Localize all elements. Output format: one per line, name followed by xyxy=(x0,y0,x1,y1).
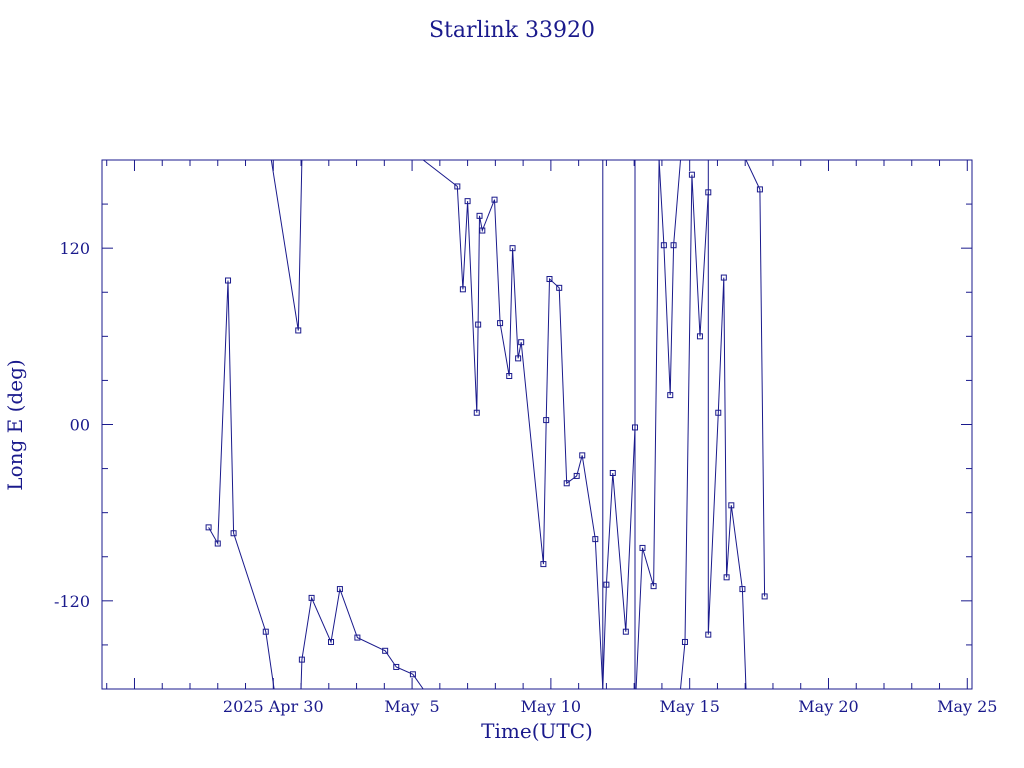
series-line xyxy=(422,160,604,689)
data-point xyxy=(328,638,335,645)
series-line xyxy=(300,587,424,689)
data-point xyxy=(728,502,735,509)
series-line xyxy=(635,160,660,689)
y-axis-label: Long E (deg) xyxy=(3,359,27,490)
data-point xyxy=(464,198,471,205)
data-point xyxy=(214,540,221,547)
data-point xyxy=(515,355,522,362)
data-point xyxy=(540,561,547,568)
data-point xyxy=(681,638,688,645)
x-tick-labels: 2025 Apr 30 May 5 May 10 May 15 May 20 May 25 xyxy=(223,697,998,716)
x-tick-label: May 15 xyxy=(659,697,719,716)
data-point xyxy=(336,586,343,593)
data-point xyxy=(563,480,570,487)
x-tick-label: May 25 xyxy=(937,697,997,716)
data-point xyxy=(543,417,550,424)
data-point xyxy=(454,183,461,190)
data-point xyxy=(506,373,513,380)
series-line xyxy=(208,280,275,689)
data-point xyxy=(639,544,646,551)
plot-frame xyxy=(101,159,973,690)
data-point xyxy=(603,581,610,588)
data-point xyxy=(230,530,237,537)
longitude-series xyxy=(205,160,768,689)
data-point xyxy=(382,647,389,654)
data-point xyxy=(473,409,480,416)
data-point xyxy=(459,286,466,293)
data-point xyxy=(609,469,616,476)
y-tick-labels: -120 00 120 xyxy=(54,239,90,611)
data-point xyxy=(518,339,525,346)
x-tick-label: May 5 xyxy=(384,697,439,716)
data-point xyxy=(592,536,599,543)
data-point xyxy=(475,321,482,328)
y-tick-label: -120 xyxy=(54,592,90,611)
data-point xyxy=(696,333,703,340)
data-point xyxy=(660,242,667,249)
data-point xyxy=(723,574,730,581)
data-point xyxy=(688,171,695,178)
series-line xyxy=(658,160,681,396)
data-point xyxy=(715,409,722,416)
data-point xyxy=(225,277,232,284)
data-point xyxy=(295,327,302,334)
series-line xyxy=(680,174,709,689)
data-point xyxy=(705,631,712,638)
data-point xyxy=(761,593,768,600)
data-point xyxy=(622,628,629,635)
data-point xyxy=(409,671,416,678)
x-tick-label: May 10 xyxy=(521,697,581,716)
data-point xyxy=(756,186,763,193)
data-point xyxy=(579,452,586,459)
data-point xyxy=(497,320,504,327)
data-point xyxy=(573,472,580,479)
chart-title: Starlink 33920 xyxy=(429,18,595,43)
axis-ticks xyxy=(102,159,972,690)
data-point xyxy=(393,663,400,670)
data-point xyxy=(476,212,483,219)
data-point xyxy=(308,594,315,601)
data-point xyxy=(667,392,674,399)
series-clip-group xyxy=(205,160,768,689)
data-point xyxy=(739,586,746,593)
series-line xyxy=(745,160,766,597)
series-line xyxy=(270,160,303,331)
data-point xyxy=(205,524,212,531)
series-line xyxy=(602,160,636,689)
data-point xyxy=(546,276,553,283)
data-point xyxy=(354,634,361,641)
data-point xyxy=(650,583,657,590)
x-tick-label: 2025 Apr 30 xyxy=(223,697,324,716)
x-tick-label: May 20 xyxy=(798,697,858,716)
data-point xyxy=(556,284,563,291)
x-axis-label: Time(UTC) xyxy=(481,719,593,743)
data-point xyxy=(491,196,498,203)
y-tick-label: 00 xyxy=(70,416,90,435)
data-point xyxy=(720,274,727,281)
data-point xyxy=(262,628,269,635)
data-point xyxy=(670,242,677,249)
y-tick-label: 120 xyxy=(59,239,90,258)
data-point xyxy=(509,245,516,252)
data-point xyxy=(298,656,305,663)
series-line xyxy=(707,160,747,689)
data-point xyxy=(479,227,486,234)
